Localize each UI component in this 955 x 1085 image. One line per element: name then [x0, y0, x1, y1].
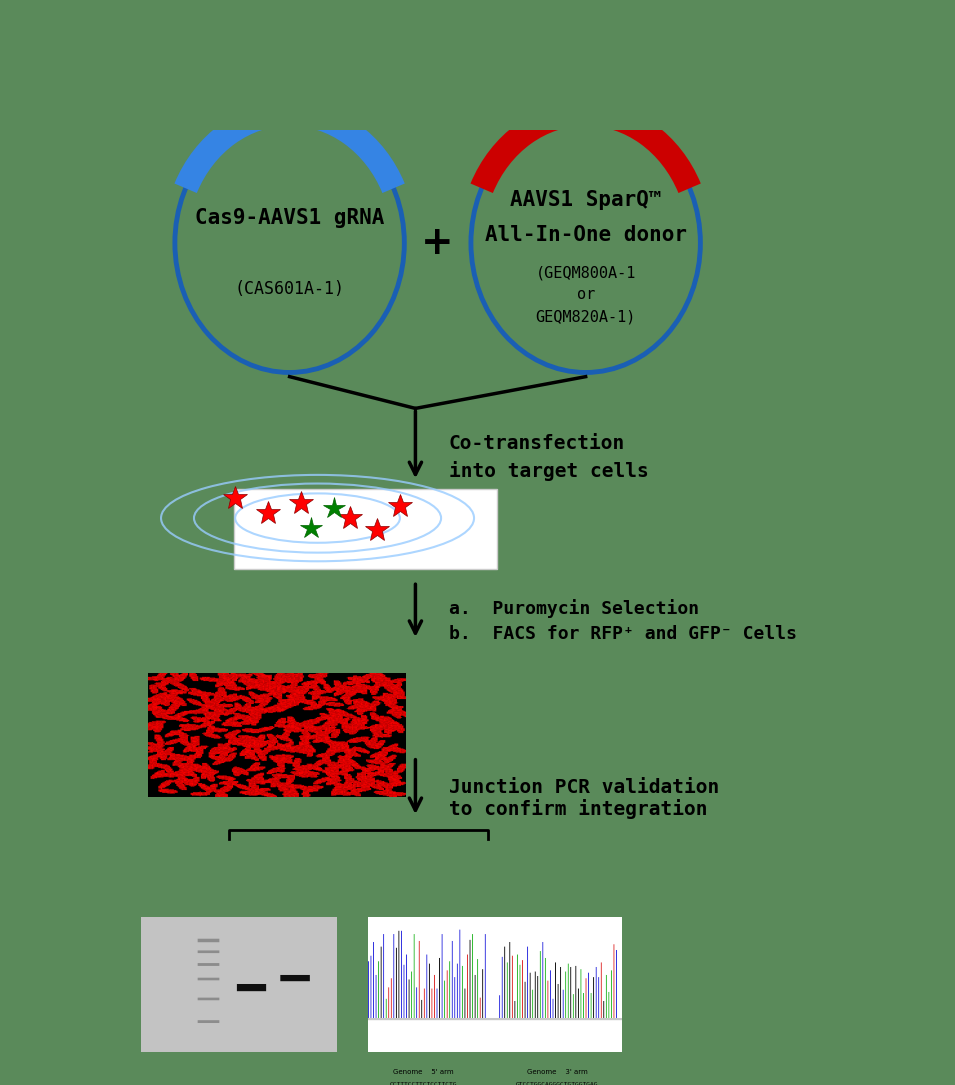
Text: to confirm integration: to confirm integration [449, 800, 708, 819]
Text: Genome    5' arm: Genome 5' arm [393, 1069, 454, 1075]
Text: (GEQM800A-1
or
GEQM820A-1): (GEQM800A-1 or GEQM820A-1) [536, 265, 636, 324]
Bar [234, 489, 497, 569]
Text: +: + [421, 224, 454, 261]
Text: Cas9-AAVS1 gRNA: Cas9-AAVS1 gRNA [195, 208, 384, 228]
Text: Junction PCR validation: Junction PCR validation [449, 778, 719, 797]
Text: GTCCTGGCAGGGCTGTGGTGAG: GTCCTGGCAGGGCTGTGGTGAG [517, 1083, 599, 1085]
Text: a.  Puromycin Selection: a. Puromycin Selection [449, 599, 699, 618]
Text: b.  FACS for RFP⁺ and GFP⁻ Cells: b. FACS for RFP⁺ and GFP⁻ Cells [449, 625, 796, 643]
Text: Genome    3' arm: Genome 3' arm [527, 1069, 588, 1075]
Text: All-In-One donor: All-In-One donor [484, 225, 687, 244]
Text: AAVS1 SparQ™: AAVS1 SparQ™ [510, 190, 662, 209]
Text: (CAS601A-1): (CAS601A-1) [235, 280, 345, 298]
Text: Co-transfection
into target cells: Co-transfection into target cells [449, 434, 648, 481]
Text: CCTTTCCTTCTCCTTCTG: CCTTTCCTTCTCCTTCTG [390, 1083, 457, 1085]
